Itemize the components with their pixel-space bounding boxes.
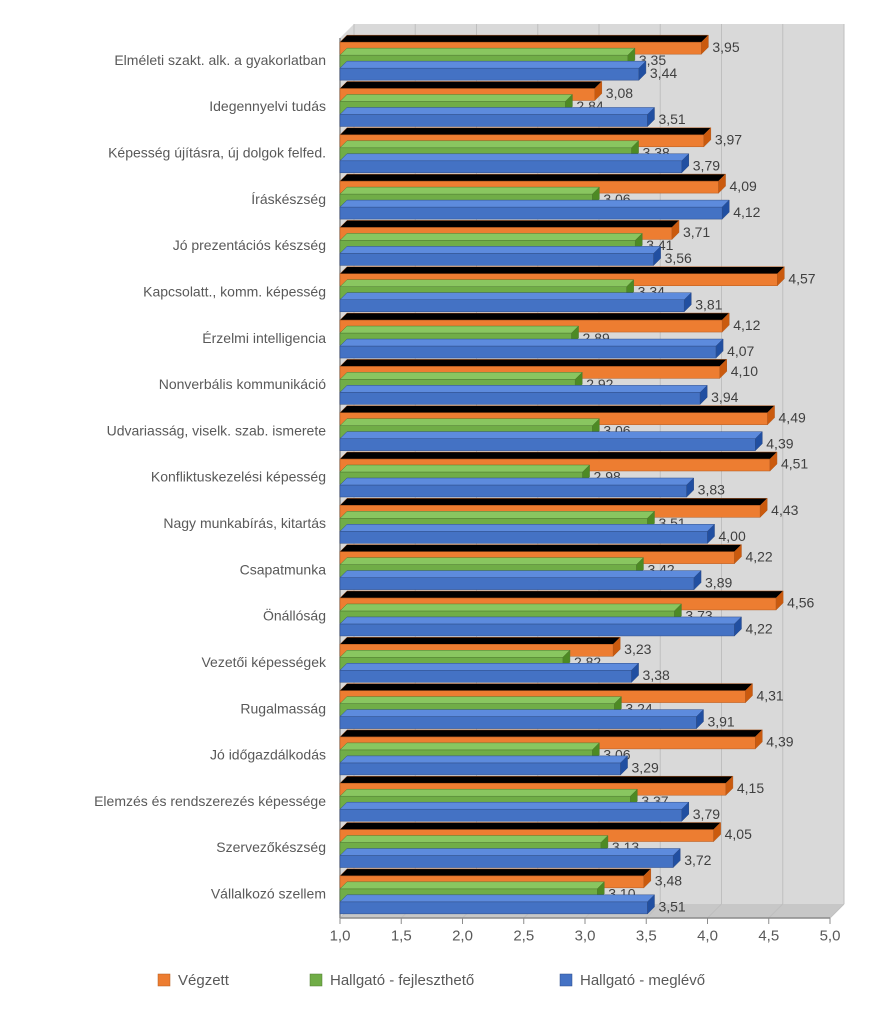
x-tick-label: 1,5 — [391, 927, 412, 944]
category-label: Vezetői képességek — [201, 654, 327, 670]
value-label: 4,39 — [766, 734, 793, 750]
bar-meglevo — [340, 300, 684, 312]
legend-swatch — [158, 974, 170, 986]
value-label: 3,38 — [643, 667, 670, 683]
bar-chart: 1,0 1,5 2,0 2,5 3,0 3,5 4,0 4,5 5,0 Elméleti szak… — [0, 0, 871, 1013]
category-label: Képesség újításra, új dolgok felfed. — [108, 144, 326, 160]
x-tick-label: 2,0 — [452, 927, 473, 944]
value-label: 4,22 — [745, 548, 772, 564]
category-label: Szervezőkészség — [216, 839, 326, 855]
value-label: 3,95 — [712, 39, 739, 55]
bar-meglevo — [340, 392, 700, 404]
value-label: 4,00 — [719, 528, 746, 544]
bar-meglevo — [340, 670, 632, 682]
category-label: Jó prezentációs készség — [173, 237, 326, 253]
value-label: 3,83 — [698, 482, 725, 498]
legend-label: Hallgató - fejleszthető — [330, 972, 474, 989]
bar-meglevo — [340, 485, 687, 497]
value-label: 4,56 — [787, 595, 814, 611]
bar-meglevo — [340, 114, 647, 126]
category-label: Elméleti szakt. alk. a gyakorlatban — [114, 52, 326, 68]
value-label: 4,07 — [727, 343, 754, 359]
bar-meglevo — [340, 578, 694, 590]
bar-meglevo — [340, 68, 639, 80]
bar-meglevo — [340, 856, 673, 868]
x-tick-label: 4,0 — [697, 927, 718, 944]
category-label: Kapcsolatt., komm. képesség — [143, 283, 326, 299]
value-label: 3,56 — [665, 250, 692, 266]
category-label: Nonverbális kommunikáció — [159, 376, 327, 392]
value-label: 3,97 — [715, 131, 742, 147]
value-label: 4,43 — [771, 502, 798, 518]
value-label: 4,12 — [733, 317, 760, 333]
value-label: 4,51 — [781, 456, 808, 472]
category-label: Rugalmasság — [240, 700, 326, 716]
value-label: 4,39 — [766, 435, 793, 451]
x-tick-label: 4,5 — [758, 927, 779, 944]
value-label: 3,48 — [655, 873, 682, 889]
bar-meglevo — [340, 161, 682, 173]
value-label: 3,51 — [658, 111, 685, 127]
value-label: 4,05 — [725, 826, 752, 842]
value-label: 3,29 — [632, 760, 659, 776]
bar-meglevo — [340, 809, 682, 821]
category-label: Önállóság — [263, 607, 326, 624]
value-label: 4,31 — [756, 687, 783, 703]
value-label: 4,22 — [745, 621, 772, 637]
x-tick-label: 2,5 — [513, 927, 534, 944]
category-label: Konfliktuskezelési képesség — [151, 469, 326, 485]
bar-meglevo — [340, 253, 654, 265]
value-label: 4,12 — [733, 204, 760, 220]
category-label: Idegennyelvi tudás — [209, 98, 326, 114]
legend-swatch — [560, 974, 572, 986]
category-label: Érzelmi intelligencia — [202, 330, 326, 346]
chart-container: 1,0 1,5 2,0 2,5 3,0 3,5 4,0 4,5 5,0 Elméleti szak… — [0, 0, 871, 1013]
category-label: Elemzés és rendszerezés képessége — [94, 793, 326, 809]
value-label: 3,08 — [606, 85, 633, 101]
bar-meglevo — [340, 346, 716, 358]
value-label: 3,44 — [650, 65, 677, 81]
value-label: 3,23 — [624, 641, 651, 657]
value-label: 3,94 — [711, 389, 738, 405]
category-label: Vállalkozó szellem — [211, 886, 326, 902]
value-label: 4,15 — [737, 780, 764, 796]
legend-label: Végzett — [178, 972, 230, 989]
x-tick-label: 3,5 — [636, 927, 657, 944]
category-label: Jó időgazdálkodás — [210, 747, 326, 763]
legend-label: Hallgató - meglévő — [580, 972, 705, 989]
value-label: 4,49 — [779, 409, 806, 425]
value-label: 3,79 — [693, 157, 720, 173]
x-tick-label: 3,0 — [575, 927, 596, 944]
bar-meglevo — [340, 207, 722, 219]
value-label: 3,51 — [658, 899, 685, 915]
value-label: 3,89 — [705, 574, 732, 590]
category-label: Udvariasság, viselk. szab. ismerete — [107, 422, 327, 438]
value-label: 4,09 — [730, 178, 757, 194]
bar-meglevo — [340, 763, 621, 775]
bar-meglevo — [340, 902, 647, 914]
value-label: 3,91 — [707, 713, 734, 729]
x-tick-label: 1,0 — [330, 927, 351, 944]
value-label: 4,10 — [731, 363, 758, 379]
bar-meglevo — [340, 439, 755, 451]
value-label: 3,79 — [693, 806, 720, 822]
value-label: 3,81 — [695, 296, 722, 312]
category-label: Nagy munkabírás, kitartás — [163, 515, 326, 531]
category-label: Íráskészség — [251, 191, 326, 207]
category-label: Csapatmunka — [240, 561, 327, 577]
bar-meglevo — [340, 717, 696, 729]
x-tick-label: 5,0 — [820, 927, 841, 944]
bar-meglevo — [340, 531, 708, 543]
value-label: 3,71 — [683, 224, 710, 240]
legend-swatch — [310, 974, 322, 986]
value-label: 4,57 — [788, 270, 815, 286]
bar-meglevo — [340, 624, 734, 636]
value-label: 3,72 — [684, 852, 711, 868]
